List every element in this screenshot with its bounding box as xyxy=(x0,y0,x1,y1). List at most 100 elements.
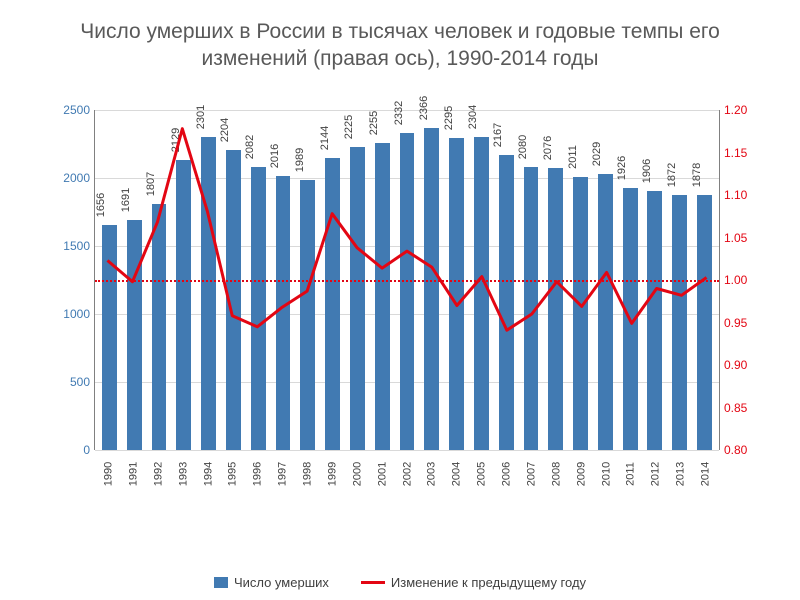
x-tick: 2008 xyxy=(550,462,562,487)
x-tick: 1995 xyxy=(227,462,239,487)
x-tick: 2013 xyxy=(675,462,687,487)
x-tick: 2002 xyxy=(401,462,413,487)
y-right-tick: 0.90 xyxy=(724,358,760,372)
legend: Число умерших Изменение к предыдущему го… xyxy=(0,575,800,590)
x-tick: 2009 xyxy=(575,462,587,487)
bar-value-label: 2082 xyxy=(244,135,256,159)
x-tick: 1992 xyxy=(152,462,164,487)
bar: 2167 xyxy=(499,155,514,450)
x-tick: 1996 xyxy=(252,462,264,487)
y-left-tick: 1500 xyxy=(40,239,90,253)
bar: 2204 xyxy=(226,150,241,450)
bar-value-label: 2080 xyxy=(517,135,529,159)
bar-value-label: 2366 xyxy=(418,96,430,120)
bar: 1691 xyxy=(127,220,142,450)
bar: 2082 xyxy=(251,167,266,450)
y-left-tick: 0 xyxy=(40,443,90,457)
bar: 2016 xyxy=(276,176,291,450)
bar: 1906 xyxy=(647,191,662,450)
y-left-tick: 500 xyxy=(40,375,90,389)
x-tick: 2000 xyxy=(351,462,363,487)
bar-value-label: 1989 xyxy=(294,147,306,171)
bar-value-label: 1906 xyxy=(641,159,653,183)
bar: 2301 xyxy=(201,137,216,450)
legend-item-line: Изменение к предыдущему году xyxy=(361,575,586,590)
y-right-tick: 1.20 xyxy=(724,103,760,117)
bar-value-label: 2225 xyxy=(343,115,355,139)
bar: 2366 xyxy=(424,128,439,450)
bar: 2295 xyxy=(449,138,464,450)
y-left-tick: 2500 xyxy=(40,103,90,117)
bar: 2332 xyxy=(400,133,415,450)
x-tick: 2010 xyxy=(600,462,612,487)
reference-line xyxy=(95,280,719,282)
bar-value-label: 2255 xyxy=(368,111,380,135)
bar-value-label: 2167 xyxy=(492,123,504,147)
legend-swatch-line xyxy=(361,581,385,584)
x-tick: 1993 xyxy=(177,462,189,487)
x-tick: 2004 xyxy=(451,462,463,487)
x-tick: 2014 xyxy=(699,462,711,487)
y-right-tick: 1.10 xyxy=(724,188,760,202)
bar-value-label: 2011 xyxy=(567,145,579,169)
chart: 05001000150020002500 0.800.850.900.951.0… xyxy=(40,110,760,480)
bar: 2080 xyxy=(524,167,539,450)
bar-value-label: 2144 xyxy=(319,126,331,150)
bar-value-label: 1926 xyxy=(616,156,628,180)
bar: 2011 xyxy=(573,177,588,450)
legend-swatch-bars xyxy=(214,577,228,588)
bar: 1807 xyxy=(152,204,167,450)
bar-value-label: 2029 xyxy=(591,142,603,166)
bar: 2255 xyxy=(375,143,390,450)
bar: 1989 xyxy=(300,180,315,451)
bar: 1926 xyxy=(623,188,638,450)
bar: 2029 xyxy=(598,174,613,450)
bar: 1872 xyxy=(672,195,687,450)
y-right-tick: 0.85 xyxy=(724,401,760,415)
bar-value-label: 2076 xyxy=(542,135,554,159)
bar: 2076 xyxy=(548,168,563,450)
x-tick: 2011 xyxy=(625,462,637,487)
bar-value-label: 2295 xyxy=(443,106,455,130)
bar-value-label: 1872 xyxy=(666,163,678,187)
x-tick: 2005 xyxy=(476,462,488,487)
plot-area: 1656169118072129230122042082201619892144… xyxy=(94,110,720,450)
bar-value-label: 2204 xyxy=(219,118,231,142)
bar: 2304 xyxy=(474,137,489,450)
x-tick: 2012 xyxy=(650,462,662,487)
x-tick: 1998 xyxy=(301,462,313,487)
bar-value-label: 1656 xyxy=(95,193,107,217)
bar: 2144 xyxy=(325,158,340,450)
bar-value-label: 2304 xyxy=(467,104,479,128)
bar-value-label: 2016 xyxy=(269,144,281,168)
bar-value-label: 2332 xyxy=(393,101,405,125)
x-tick: 2003 xyxy=(426,462,438,487)
x-tick: 2001 xyxy=(376,462,388,487)
y-right-tick: 0.80 xyxy=(724,443,760,457)
legend-item-bars: Число умерших xyxy=(214,575,329,590)
bar: 1656 xyxy=(102,225,117,450)
y-right-tick: 1.15 xyxy=(724,146,760,160)
bar-value-label: 2301 xyxy=(195,105,207,129)
y-right-tick: 1.00 xyxy=(724,273,760,287)
x-tick: 1997 xyxy=(277,462,289,487)
x-tick: 1990 xyxy=(102,462,114,487)
bar-value-label: 1878 xyxy=(691,162,703,186)
y-right-tick: 1.05 xyxy=(724,231,760,245)
bar: 2129 xyxy=(176,160,191,450)
x-tick: 2006 xyxy=(500,462,512,487)
bar-value-label: 1691 xyxy=(120,188,132,212)
y-right-tick: 0.95 xyxy=(724,316,760,330)
x-tick: 1991 xyxy=(127,462,139,487)
y-left-tick: 1000 xyxy=(40,307,90,321)
y-left-tick: 2000 xyxy=(40,171,90,185)
bar: 2225 xyxy=(350,147,365,450)
chart-title: Число умерших в России в тысячах человек… xyxy=(0,0,800,73)
bar-value-label: 1807 xyxy=(145,172,157,196)
legend-label-bars: Число умерших xyxy=(234,575,329,590)
x-tick: 1994 xyxy=(202,462,214,487)
bar: 1878 xyxy=(697,195,712,450)
x-tick: 2007 xyxy=(525,462,537,487)
x-tick: 1999 xyxy=(326,462,338,487)
legend-label-line: Изменение к предыдущему году xyxy=(391,575,586,590)
